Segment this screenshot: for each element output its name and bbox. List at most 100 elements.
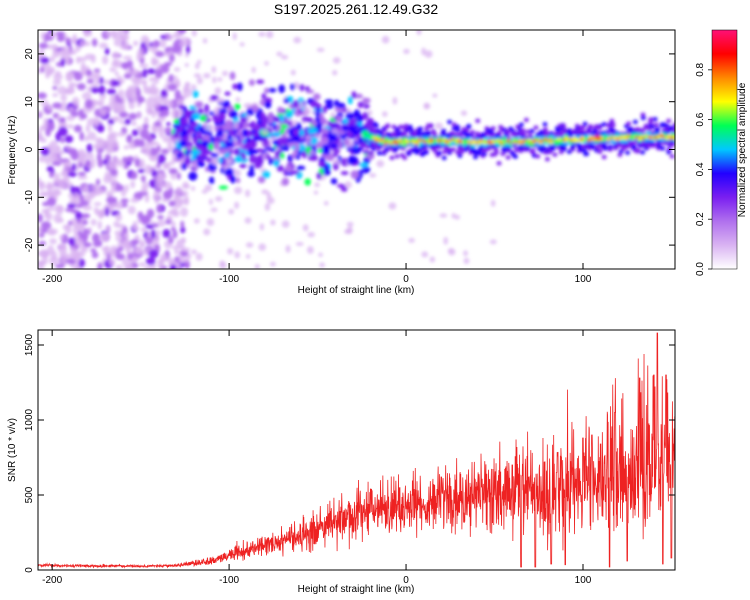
spectrogram-cell — [38, 126, 47, 131]
spectrogram-cell — [652, 117, 658, 122]
spectrogram-cell — [460, 110, 468, 116]
spectrogram-cell — [97, 102, 104, 108]
spectrogram-cell — [60, 94, 68, 102]
spectrogram-cell — [144, 164, 153, 175]
spectrogram-cell — [168, 186, 174, 197]
spectrogram-cell — [60, 258, 67, 265]
spectrogram-cell — [109, 168, 118, 176]
spectrogram-cell — [209, 124, 214, 133]
spectrogram-cell — [639, 127, 645, 133]
spectrogram-cell — [542, 122, 548, 127]
spectrogram-cell — [625, 150, 631, 155]
spectrogram-cell — [384, 147, 390, 153]
spectrogram-cell — [141, 175, 146, 183]
spectrogram-cell — [376, 160, 385, 168]
spectrogram-cell — [421, 251, 429, 258]
spectrogram-cell — [275, 146, 281, 151]
spectrogram-cell — [115, 253, 126, 260]
spectrogram-cell — [157, 153, 166, 164]
spectrogram-cell — [111, 80, 121, 87]
spectrogram-cell — [46, 105, 53, 111]
spectrogram-cell — [170, 264, 177, 269]
spectrogram-cell — [239, 142, 245, 150]
spectrogram-cell — [168, 236, 174, 244]
spectrogram-cell — [277, 106, 284, 114]
spectrogram-cell — [151, 58, 160, 66]
spectrogram-cell — [310, 127, 318, 134]
spectrogram-cell — [147, 68, 156, 75]
spectrogram-cell — [84, 99, 94, 109]
spectrogram-cell — [193, 73, 202, 78]
spectrogram-cell — [112, 104, 121, 111]
spectrogram-cell — [249, 164, 255, 174]
spectrogram-cell — [369, 173, 377, 178]
spectrogram-cell — [166, 121, 171, 126]
spectrogram-cell — [605, 131, 611, 136]
spectrogram-cell — [154, 244, 160, 250]
spectrogram-cell — [79, 40, 86, 47]
spectrogram-cell — [120, 198, 129, 204]
spectrogram-cell — [124, 118, 132, 125]
spectrogram-cell — [640, 115, 646, 121]
spectrogram-cell — [154, 68, 163, 79]
spectrogram-cell — [53, 213, 63, 224]
spectrogram-cell — [122, 40, 130, 50]
colorbar-tick-label: 0.2 — [695, 212, 706, 226]
spectrogram-cell — [61, 101, 67, 108]
spectrogram-cell — [230, 175, 236, 184]
spectrogram-cell — [197, 108, 204, 115]
spectrogram-cell — [234, 156, 244, 163]
spectrogram-cell — [273, 159, 279, 168]
spectrogram-cell — [415, 132, 421, 138]
spectrogram-cell — [144, 193, 150, 203]
spectrogram-cell — [301, 150, 308, 159]
spectrogram-cell — [407, 124, 413, 130]
spectrogram-cell — [170, 221, 176, 228]
spectrogram-cell — [584, 151, 590, 157]
spectrogram-cell — [351, 147, 361, 155]
spectrogram-cell — [635, 148, 641, 153]
spectrogram-cell — [202, 38, 208, 44]
spectrogram-cell — [279, 152, 285, 160]
spectrogram-cell — [51, 146, 61, 152]
spectrogram-cell — [304, 178, 311, 186]
spectrogram-cell — [324, 99, 334, 105]
snr-series-line — [38, 332, 675, 569]
spectrogram-cell — [234, 186, 243, 195]
spectrogram-cell — [132, 79, 141, 87]
spectrogram-cell — [184, 82, 191, 87]
spectrogram-cell — [374, 137, 379, 140]
spectrogram-cell — [305, 137, 313, 143]
spectrogram-cell — [381, 35, 390, 44]
spectrogram-cell — [247, 148, 254, 157]
spectrogram-cell — [360, 142, 366, 148]
spectrogram-cell — [500, 151, 506, 157]
spectrogram-cell — [512, 141, 517, 144]
spectrogram-cell — [323, 168, 331, 176]
spectrogram-cell — [204, 184, 213, 192]
spectrogram-cell — [96, 124, 105, 133]
spectrogram-cell — [257, 176, 266, 184]
spectrogram-cell — [609, 118, 615, 124]
spectrogram-cell — [84, 135, 89, 142]
spectrogram-cell — [157, 219, 166, 227]
spectrogram-cell — [235, 96, 241, 103]
spectrogram-cell — [617, 152, 623, 158]
spectrogram-cell — [180, 190, 189, 197]
spectrogram-cell — [143, 89, 153, 94]
spectrogram-cell — [346, 131, 353, 139]
spectrogram-cell — [140, 226, 147, 233]
spectrogram-cell — [283, 98, 290, 104]
spectrogram-cell — [40, 57, 50, 64]
spectrogram-cell — [208, 143, 214, 151]
spectrogram-cell — [127, 205, 136, 215]
spectrogram-cell — [181, 247, 191, 253]
spectrogram-cell — [119, 118, 124, 125]
spectrogram-cell — [234, 103, 241, 111]
spectrogram-cell — [111, 51, 120, 59]
spectrogram-cell — [597, 149, 603, 155]
spectrogram-cell — [168, 200, 176, 207]
spectrogram-cell — [240, 116, 248, 124]
spectrogram-cell — [41, 221, 52, 230]
spectrogram-cell — [265, 155, 271, 160]
